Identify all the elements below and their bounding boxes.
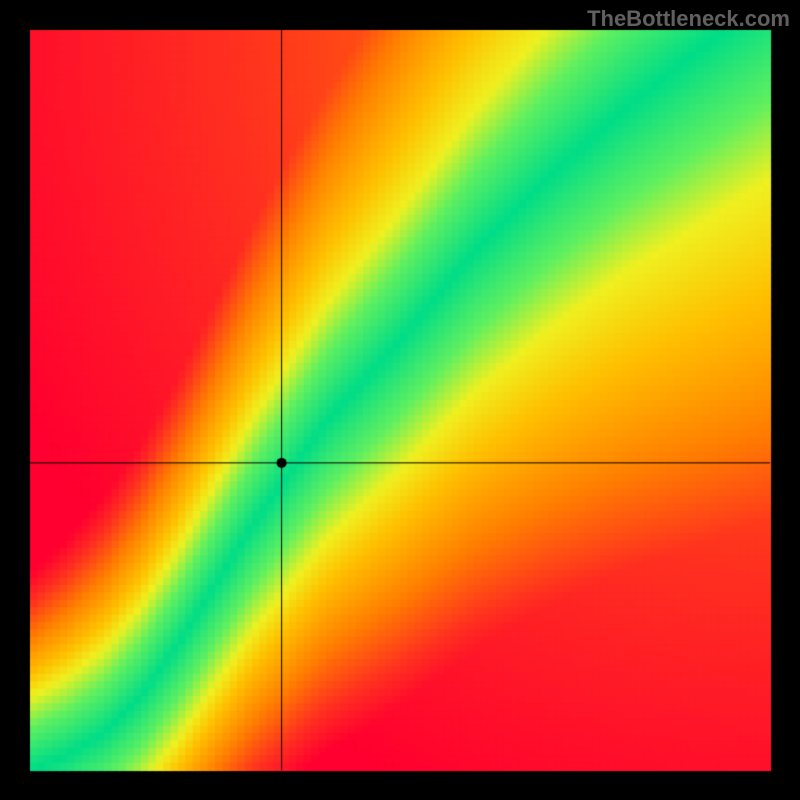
chart-container: TheBottleneck.com <box>0 0 800 800</box>
watermark-text: TheBottleneck.com <box>587 6 790 32</box>
bottleneck-heatmap <box>0 0 800 800</box>
